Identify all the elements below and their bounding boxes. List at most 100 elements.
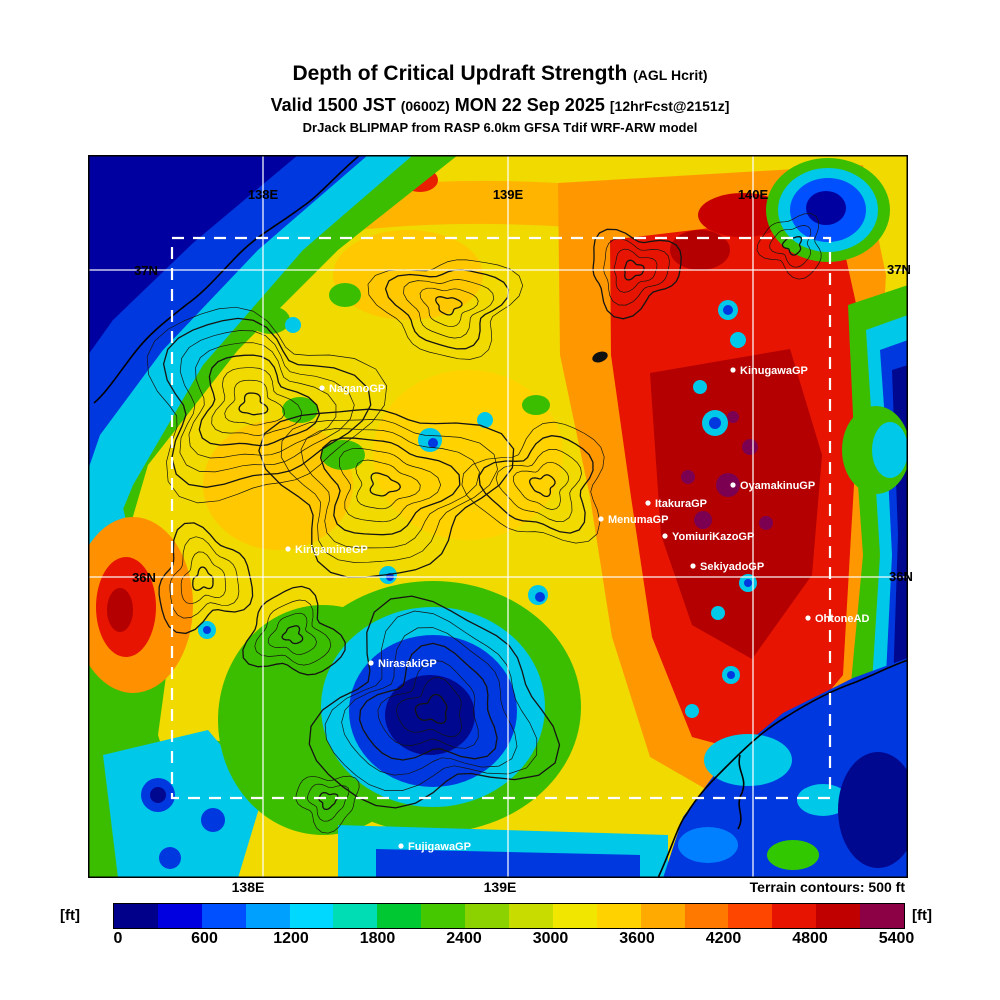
station-marker (805, 615, 811, 621)
station-label: NirasakiGP (378, 658, 437, 670)
colorbar-tick: 3600 (619, 930, 655, 947)
contour-line (367, 259, 524, 360)
station-label: KirigamineGP (295, 544, 368, 556)
colorbar-segment (860, 904, 905, 928)
terrain-contours-note: Terrain contours: 500 ft (749, 879, 905, 895)
page-title: Depth of Critical Updraft Strength (AGL … (0, 62, 1000, 86)
coastline-southeast (657, 659, 908, 878)
contour-line (281, 625, 304, 645)
stations-layer: NaganoGP KirigamineGP NirasakiGP FujigawaGP… (285, 365, 869, 853)
contour-line (324, 610, 538, 791)
colorbar-segment (640, 904, 685, 928)
contour-line (300, 428, 480, 549)
colorbar-tick: 600 (191, 930, 218, 947)
station-label: OyamakinuGP (740, 480, 815, 492)
lon-label-top-139e: 139E (493, 187, 524, 202)
station-marker (368, 660, 374, 666)
colorbar (113, 903, 905, 929)
valid-prefix: Valid 1500 JST (270, 95, 396, 115)
contour-line (384, 269, 510, 350)
station-label: ItakuraGP (655, 498, 707, 510)
colorbar-tick: 3000 (532, 930, 569, 947)
colorbar-segment (377, 904, 422, 928)
colorbar-ticks: 0 600 1200 1800 2400 3000 3600 4200 4800 5400 (113, 930, 915, 950)
colorbar-segment (465, 904, 510, 928)
colorbar-unit-right: [ft] (912, 907, 932, 924)
station-marker (730, 482, 736, 488)
valid-zulu: (0600Z) (400, 98, 450, 114)
contour-line (377, 660, 479, 749)
station-label: KinugawaGP (740, 365, 808, 377)
contour-line (781, 235, 803, 256)
contour-line (495, 449, 582, 522)
colorbar-segment (157, 904, 202, 928)
colorbar-segment (289, 904, 334, 928)
lat-label-right-36n: 36N (889, 569, 913, 584)
contour-line (180, 551, 226, 605)
station-label: YomiuriKazoGP (672, 531, 754, 543)
contour-line (319, 437, 461, 536)
station-label: MenumaGP (608, 514, 669, 526)
colorbar-segment (509, 904, 553, 928)
contour-line (295, 775, 360, 834)
contour-line (355, 459, 421, 510)
station-label: FujigawaGP (408, 841, 471, 853)
contour-line (461, 421, 605, 544)
title-suffix: (AGL Hcrit) (633, 67, 708, 83)
station-marker (398, 843, 404, 849)
contour-line (478, 435, 594, 534)
lon-label-bottom-138e: 138E (231, 879, 265, 895)
lon-label-top-138e: 138E (248, 187, 279, 202)
lon-label-bottom-139e: 139E (483, 879, 517, 895)
contour-line (254, 599, 332, 666)
lat-label-left-36n: 36N (132, 570, 156, 585)
station-label: SekiyadoGP (700, 561, 764, 573)
colorbar-tick: 2400 (446, 930, 482, 947)
colorbar-segment (552, 904, 597, 928)
colorbar-tick: 0 (113, 930, 123, 947)
station-marker (690, 563, 696, 569)
map-canvas: NaganoGP KirigamineGP NirasakiGP FujigawaGP… (88, 155, 908, 878)
colorbar-segment (596, 904, 641, 928)
contour-line (169, 536, 240, 619)
colorbar-segment (333, 904, 378, 928)
colorbar-segment (728, 904, 773, 928)
map-fill-layers: NaganoGP KirigamineGP NirasakiGP FujigawaGP… (88, 155, 908, 878)
colorbar-segment (772, 904, 817, 928)
contour-line (238, 392, 269, 416)
contour-line (146, 306, 388, 504)
station-marker (598, 516, 604, 522)
contour-line (396, 677, 462, 737)
colorbar-tick: 4800 (792, 930, 828, 947)
valid-line: Valid 1500 JST (0600Z) MON 22 Sep 2025 [… (0, 95, 1000, 116)
contour-line (756, 213, 822, 280)
valid-fcst: [12hrFcst@2151z] (609, 98, 730, 114)
valid-date: MON 22 Sep 2025 (454, 95, 605, 115)
contour-line (308, 595, 561, 809)
contour-line (258, 408, 515, 578)
coastline-northwest (93, 155, 361, 404)
terrain-contours (146, 213, 822, 834)
station-marker (645, 500, 651, 506)
colorbar-segment (245, 904, 290, 928)
station-marker (285, 546, 291, 552)
lon-label-top-140e: 140E (738, 187, 769, 202)
colorbar-unit-left: [ft] (60, 907, 80, 924)
station-marker (730, 367, 736, 373)
contour-line (435, 296, 463, 316)
contour-line (224, 379, 285, 426)
contour-line (158, 522, 254, 635)
contour-line (528, 474, 556, 498)
contour-line (318, 791, 339, 811)
colorbar-tick: 5400 (878, 930, 915, 947)
contour-line (341, 627, 518, 776)
station-marker (319, 385, 325, 391)
colorbar-tick: 1200 (273, 930, 309, 947)
colorbar-tick: 1800 (359, 930, 396, 947)
contour-line (267, 612, 317, 655)
station-label: NaganoGP (329, 383, 385, 395)
contour-line (512, 461, 570, 510)
station-label: OhtoneAD (815, 613, 869, 625)
map-frame (88, 155, 908, 878)
contour-line (179, 330, 355, 473)
